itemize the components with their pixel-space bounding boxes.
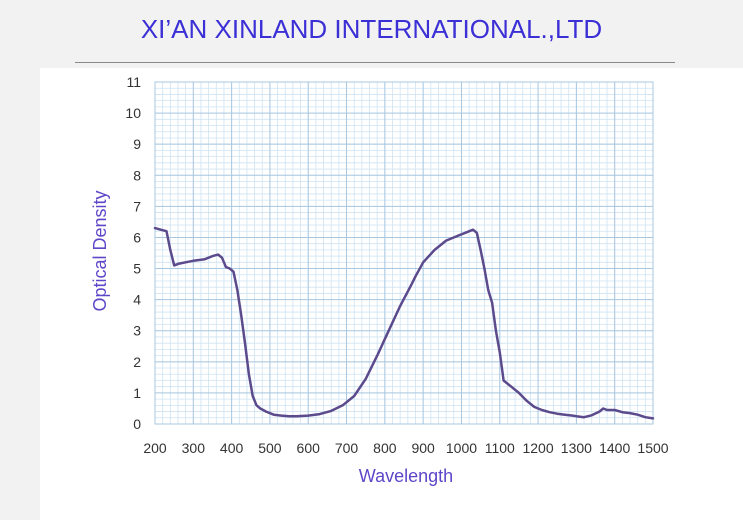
x-axis-label: Wavelength: [359, 466, 453, 486]
y-tick-label: 9: [133, 136, 141, 152]
x-tick-label: 1100: [485, 440, 515, 456]
series-line: [153, 226, 655, 420]
y-tick-label: 0: [133, 416, 141, 432]
y-tick-label: 1: [133, 385, 141, 401]
x-tick-label: 1000: [446, 440, 477, 456]
title-divider: [75, 62, 675, 63]
x-tick-label: 700: [335, 440, 359, 456]
y-tick-label: 11: [126, 74, 141, 90]
plot-border: [154, 81, 654, 425]
y-tick-label: 5: [133, 261, 141, 277]
y-tick-label: 4: [133, 292, 141, 308]
x-tick-label: 600: [297, 440, 321, 456]
chart-grid: [154, 81, 654, 425]
x-tick-label: 1300: [561, 440, 592, 456]
y-tick-label: 8: [133, 167, 141, 183]
x-tick-label: 200: [143, 440, 167, 456]
y-tick-label: 3: [133, 323, 141, 339]
x-tick-label: 1500: [637, 440, 668, 456]
page-title: XI’AN XINLAND INTERNATIONAL.,LTD: [140, 14, 603, 44]
y-tick-label: 10: [125, 105, 141, 121]
y-tick-label: 6: [133, 229, 141, 245]
x-tick-label: 1400: [599, 440, 630, 456]
x-tick-label: 800: [373, 440, 397, 456]
y-axis-ticks: 0 1 2 3 4 5 6 7 8 9 10 11: [125, 74, 141, 432]
x-tick-label: 300: [182, 440, 206, 456]
x-tick-label: 1200: [522, 440, 553, 456]
y-tick-label: 2: [133, 354, 141, 370]
y-axis-label: Optical Density: [90, 190, 110, 311]
x-tick-label: 400: [220, 440, 244, 456]
x-tick-label: 500: [258, 440, 282, 456]
x-axis-ticks: 200 300 400 500 600 700 800 900 1000 1100 1200 1300…: [143, 440, 668, 456]
y-tick-label: 7: [133, 198, 141, 214]
x-tick-label: 900: [411, 440, 435, 456]
chart-panel: [40, 68, 743, 520]
